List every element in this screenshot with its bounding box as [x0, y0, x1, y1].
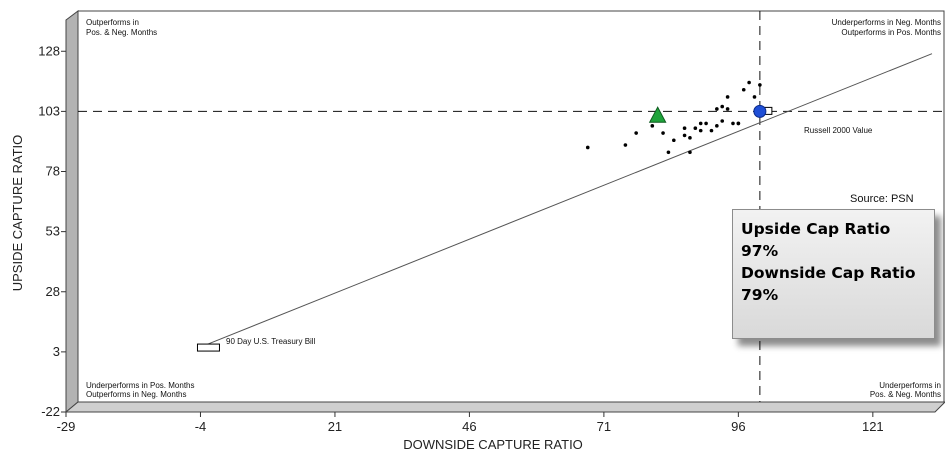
manager-point	[682, 126, 687, 131]
manager-point	[698, 121, 703, 126]
x-tick-label: 21	[328, 419, 342, 434]
source-note: Source: PSN	[850, 193, 914, 205]
floor	[64, 401, 945, 413]
manager-point	[752, 95, 757, 99]
manager-point	[715, 124, 719, 128]
y-tick-layer: -22 3 28 53 78 103 128	[38, 43, 66, 419]
manager-point	[704, 121, 708, 126]
manager-point	[688, 136, 692, 140]
manager-point	[688, 150, 692, 155]
x-tick-layer: -29 -4 21 46 71 96 121	[57, 412, 884, 434]
quadrant-label-bottom-left-2: Outperforms in Neg. Months	[86, 390, 186, 399]
manager-point	[585, 145, 590, 150]
quadrant-label-bottom-right-1: Underperforms in	[879, 381, 941, 390]
manager-point	[720, 119, 725, 123]
x-tick-label: -29	[57, 419, 76, 434]
manager-point	[634, 131, 638, 135]
x-tick-label: 96	[731, 419, 745, 434]
manager-point	[672, 138, 676, 143]
manager-point	[758, 83, 762, 87]
capture-ratio-callout: Upside Cap Ratio 97% Downside Cap Ratio …	[732, 209, 935, 339]
quadrant-label-top-left-2: Pos. & Neg. Months	[86, 28, 157, 37]
russell-2000-value-point	[753, 104, 767, 118]
manager-point	[720, 104, 725, 109]
manager-point	[709, 128, 714, 133]
manager-point	[682, 133, 687, 138]
manager-point	[623, 143, 628, 147]
callout-upside-label: Upside Cap Ratio	[741, 220, 891, 238]
y-tick-label: 103	[38, 103, 60, 118]
quadrant-label-top-right-1: Underperforms in Neg. Months	[832, 18, 941, 27]
quadrant-label-top-left-1: Outperforms in	[86, 18, 139, 27]
left-wall	[65, 10, 79, 414]
quadrant-label-top-right-2: Outperforms in Pos. Months	[841, 28, 941, 37]
diagonal-line	[200, 53, 933, 348]
reference-lines	[78, 11, 944, 402]
y-tick-label: 78	[46, 164, 60, 179]
manager-point	[661, 131, 665, 135]
y-axis-title: UPSIDE CAPTURE RATIO	[10, 135, 25, 292]
manager-point	[666, 150, 671, 155]
manager-point	[747, 80, 751, 85]
manager-point	[698, 128, 703, 133]
callout-upside-value: 97%	[741, 242, 779, 260]
label-russell-2000-value: Russell 2000 Value	[804, 126, 873, 135]
x-tick-label: 121	[862, 419, 884, 434]
x-tick-label: 71	[597, 419, 611, 434]
x-tick-label: -4	[195, 419, 207, 434]
manager-point	[650, 124, 655, 128]
y-tick-label: 3	[53, 344, 60, 359]
plot-frame	[77, 10, 945, 403]
y-tick-label: -22	[41, 404, 60, 419]
quadrant-label-bottom-left-1: Underperforms in Pos. Months	[86, 381, 195, 390]
points-layer	[196, 80, 773, 352]
fund-point	[648, 106, 667, 123]
manager-point	[741, 87, 746, 92]
label-treasury-bill: 90 Day U.S. Treasury Bill	[226, 337, 316, 346]
manager-point	[725, 95, 730, 99]
y-tick-label: 53	[46, 224, 60, 239]
callout-downside-label: Downside Cap Ratio	[741, 264, 916, 282]
diagonal-layer	[200, 53, 933, 348]
callout-downside-value: 79%	[741, 286, 779, 304]
treasury-bill-point	[196, 343, 220, 352]
manager-point	[715, 107, 719, 111]
y-tick-label: 128	[38, 43, 60, 58]
x-axis-title: DOWNSIDE CAPTURE RATIO	[403, 437, 583, 452]
manager-point	[736, 121, 741, 126]
y-tick-label: 28	[46, 284, 60, 299]
quadrant-label-bottom-right-2: Pos. & Neg. Months	[870, 390, 941, 399]
manager-point	[731, 121, 735, 126]
manager-point	[693, 126, 698, 131]
x-tick-label: 46	[462, 419, 476, 434]
manager-point	[725, 107, 730, 111]
